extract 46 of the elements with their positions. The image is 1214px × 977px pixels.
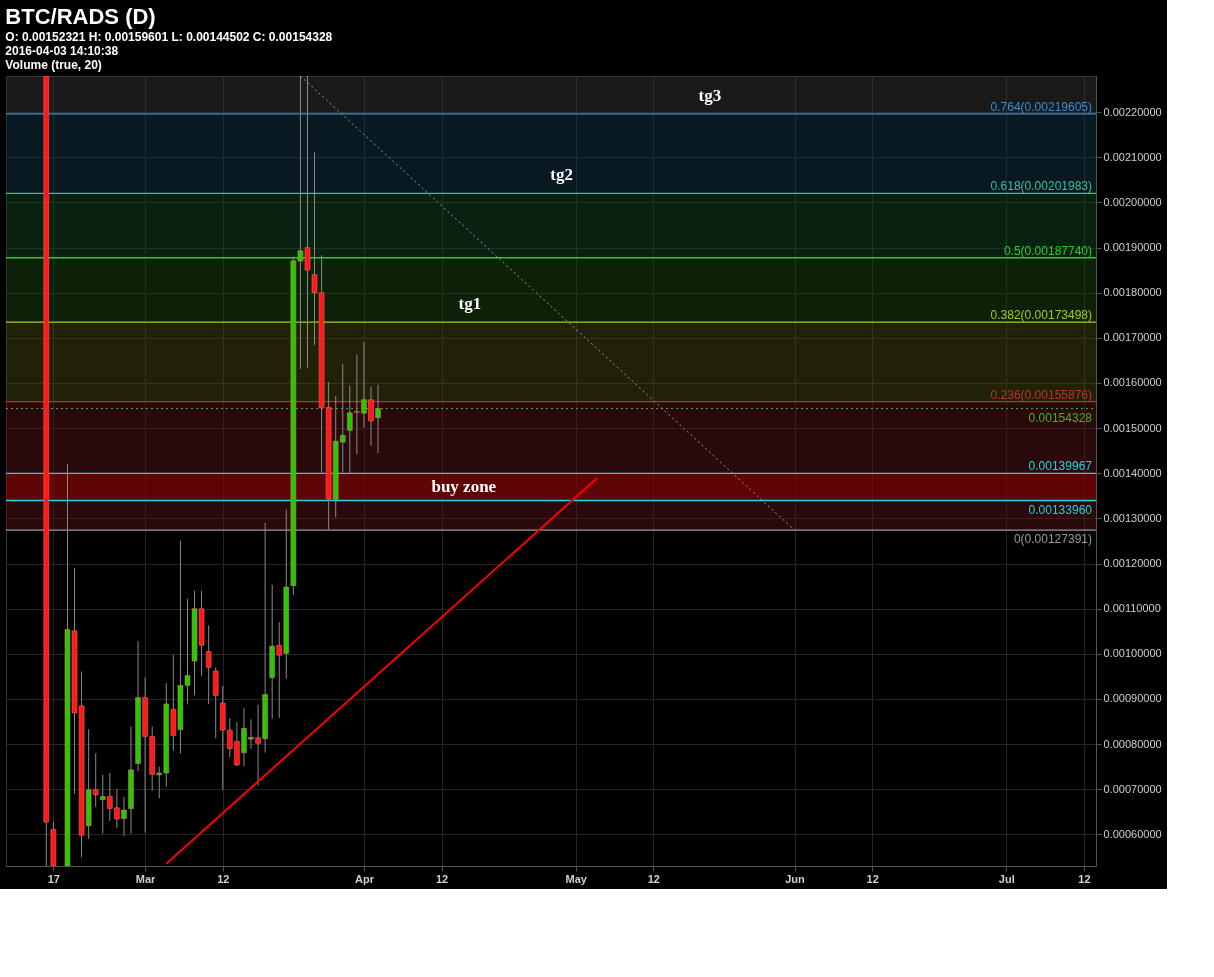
y-tick-label: 0.00180000 xyxy=(1103,286,1162,299)
y-tick-label: 0.00100000 xyxy=(1103,647,1162,660)
y-tick-label: 0.00200000 xyxy=(1103,195,1162,208)
y-tick-label: 0.00080000 xyxy=(1103,737,1162,750)
ref-line-label: 0.236(0.00155876) xyxy=(990,387,1092,402)
ref-line-label: 0.764(0.00219605) xyxy=(990,99,1092,114)
y-tick-label: 0.00120000 xyxy=(1103,557,1162,570)
y-tick-label: 0.00160000 xyxy=(1103,376,1162,389)
x-tick-label: May xyxy=(565,872,588,885)
ref-line-label: 0.00133960 xyxy=(1028,502,1093,517)
x-tick-label: Mar xyxy=(135,872,157,885)
y-tick-label: 0.00090000 xyxy=(1103,692,1162,705)
ref-line-label: 0(0.00127391) xyxy=(1013,532,1092,547)
x-tick-label: Jul xyxy=(998,872,1015,885)
chart-title: BTC/RADS (D) xyxy=(5,3,156,29)
y-tick-label: 0.00150000 xyxy=(1103,421,1162,434)
text: 2016-04-03 14:10:38 xyxy=(5,43,119,58)
y-tick-label: 0.00140000 xyxy=(1103,466,1162,479)
x-tick-label: Apr xyxy=(354,872,375,885)
annotation: tg1 xyxy=(458,294,482,314)
annotation: tg2 xyxy=(550,165,573,185)
annotation: tg3 xyxy=(698,85,722,105)
ref-line-label: 0.00139967 xyxy=(1028,459,1093,474)
ref-line-label: 0.00154328 xyxy=(1028,410,1093,425)
chart-subtitle: O: 0.00152321 H: 0.00159601 L: 0.00144502 C: 0.00154328 xyxy=(5,29,333,44)
y-tick-label: 0.00190000 xyxy=(1103,241,1162,254)
x-tick-label: 12 xyxy=(647,872,660,885)
x-tick-label: 12 xyxy=(1078,872,1091,885)
text: Volume (true, 20) xyxy=(5,57,102,72)
x-tick-label: 12 xyxy=(435,872,449,885)
y-tick-label: 0.00130000 xyxy=(1103,511,1162,524)
x-tick-label: 12 xyxy=(866,872,879,885)
ref-line-label: 0.5(0.00187740) xyxy=(1003,243,1092,258)
candlestick xyxy=(205,624,212,705)
ref-line-label: 0.618(0.00201983) xyxy=(990,179,1092,194)
y-tick-label: 0.00110000 xyxy=(1103,602,1161,615)
y-tick-label: 0.00210000 xyxy=(1103,150,1162,163)
x-tick-label: 17 xyxy=(47,872,60,885)
band-label: buy zone xyxy=(431,476,497,496)
ref-line-label: 0.382(0.00173498) xyxy=(990,308,1092,323)
y-tick-label: 0.00220000 xyxy=(1103,105,1162,118)
x-tick-label: 12 xyxy=(217,872,230,885)
x-tick-label: Jun xyxy=(785,872,806,885)
y-tick-label: 0.00060000 xyxy=(1103,827,1162,840)
y-tick-label: 0.00070000 xyxy=(1103,782,1162,795)
y-tick-label: 0.00170000 xyxy=(1103,331,1162,344)
